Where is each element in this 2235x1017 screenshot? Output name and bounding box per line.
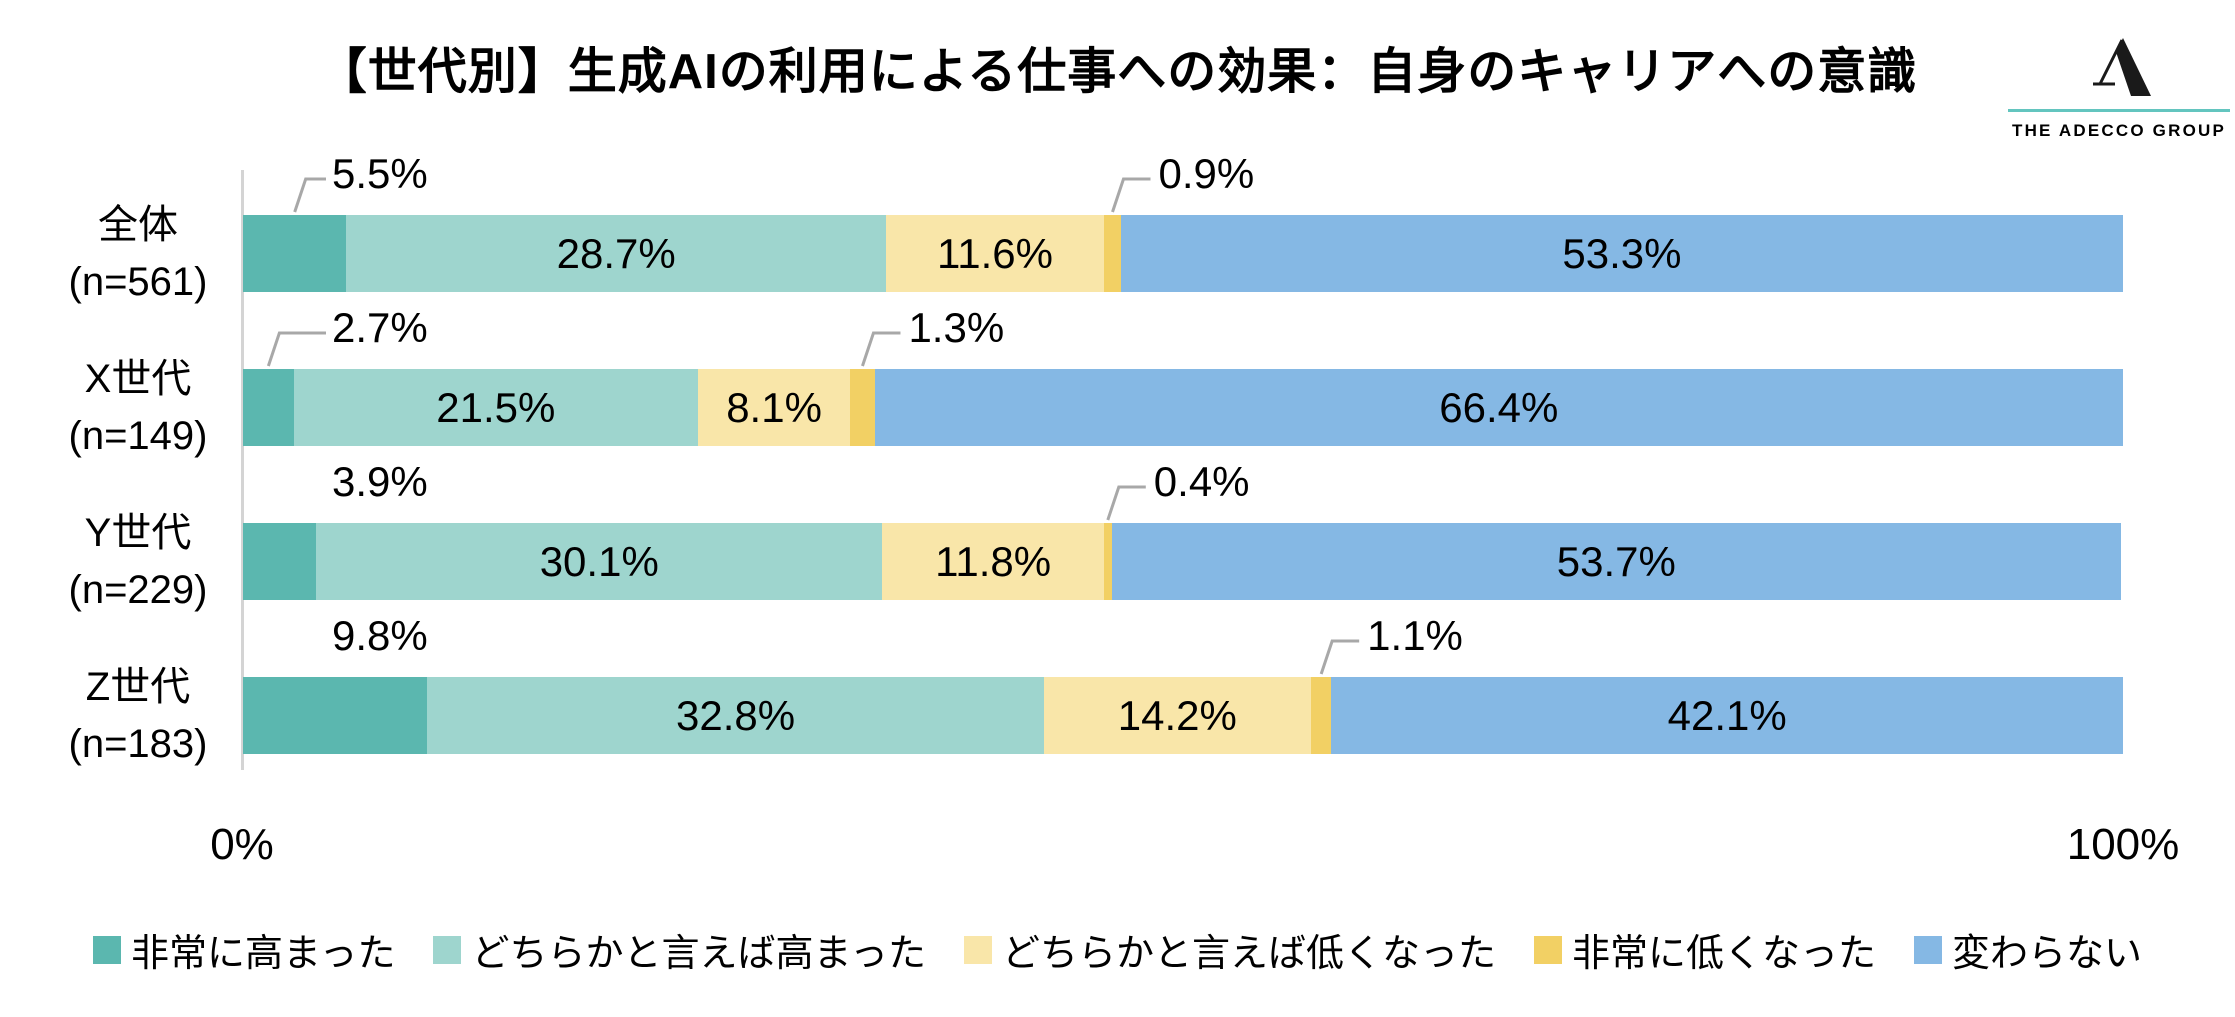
category-sample-size: (n=149) — [68, 413, 208, 458]
bar-segment: 28.7% — [346, 215, 886, 292]
callout-line — [1106, 485, 1146, 521]
bar-segment: 14.2% — [1043, 677, 1311, 754]
callout-line — [1319, 639, 1360, 675]
category-name: X世代 — [84, 356, 192, 401]
x-axis-label-max: 100% — [2066, 820, 2180, 869]
callout-value-label: 1.1% — [1367, 612, 1463, 659]
bar-segment: 32.8% — [427, 677, 1044, 754]
segment-value-label: 32.8% — [676, 691, 796, 739]
bar-segment — [243, 677, 428, 754]
legend-label: 非常に高まった — [130, 933, 396, 975]
segment-value-label: 42.1% — [1667, 691, 1787, 739]
segment-value-label: 53.3% — [1562, 229, 1682, 277]
bar-segment — [243, 215, 347, 292]
legend-item: 変わらない — [1913, 922, 2142, 977]
bar-segment: 30.1% — [316, 523, 883, 600]
bar-segment — [243, 523, 317, 600]
x-axis-label-min: 0% — [210, 820, 274, 869]
legend-swatch — [1913, 935, 1942, 964]
legend-swatch — [963, 935, 992, 964]
bar-row: 21.5% 8.1% 66.4% — [243, 369, 2123, 446]
callout-value-label: 5.5% — [332, 150, 428, 197]
legend-item: どちらかと言えば高まった — [433, 922, 926, 977]
segment-value-label: 11.8% — [935, 537, 1052, 585]
adecco-a-icon — [2093, 38, 2151, 96]
bar-segment — [1104, 215, 1121, 292]
segment-value-label: 14.2% — [1117, 691, 1237, 739]
legend-item: 非常に低くなった — [1533, 922, 1876, 977]
segment-value-label: 28.7% — [556, 229, 676, 277]
bar-segment — [1310, 677, 1332, 754]
legend-label: どちらかと言えば低くなった — [1001, 933, 1496, 975]
bar-segment: 11.8% — [882, 523, 1105, 600]
bar-segment — [850, 369, 875, 446]
segment-value-label: 66.4% — [1439, 383, 1559, 431]
category-label: Y世代 (n=229) — [28, 505, 248, 619]
bar-row: 28.7% 11.6% 53.3% — [243, 215, 2123, 292]
callout-value-label: 9.8% — [332, 612, 428, 659]
legend-label: 非常に低くなった — [1571, 933, 1876, 975]
category-name: 全体 — [98, 202, 178, 247]
category-sample-size: (n=561) — [68, 259, 208, 304]
legend-label: 変わらない — [1951, 933, 2142, 975]
legend-item: どちらかと言えば低くなった — [963, 922, 1496, 977]
legend-swatch — [433, 935, 462, 964]
bar-segment: 53.3% — [1120, 215, 2123, 292]
category-label: X世代 (n=149) — [28, 351, 248, 465]
category-label: Z世代 (n=183) — [28, 659, 248, 773]
callout-line — [1111, 177, 1151, 213]
bar-segment: 8.1% — [697, 369, 851, 446]
logo-company-name: THE ADECCO GROUP — [2011, 121, 2227, 140]
legend-swatch — [1533, 935, 1562, 964]
segment-value-label: 21.5% — [436, 383, 556, 431]
bar-row: 30.1% 11.8% 53.7% — [243, 523, 2123, 600]
legend-item: 非常に高まった — [92, 922, 396, 977]
callout-value-label: 3.9% — [332, 458, 428, 505]
bar-segment: 11.6% — [885, 215, 1105, 292]
bar-segment: 42.1% — [1331, 677, 2123, 754]
legend-swatch — [92, 935, 121, 964]
category-name: Y世代 — [84, 510, 192, 555]
bar-segment: 53.7% — [1111, 523, 2122, 600]
segment-value-label: 53.7% — [1556, 537, 1676, 585]
bar-row: 32.8% 14.2% 42.1% — [243, 677, 2123, 754]
category-sample-size: (n=183) — [68, 721, 208, 766]
callout-line — [266, 331, 326, 367]
category-sample-size: (n=229) — [68, 567, 208, 612]
callout-value-label: 2.7% — [332, 304, 428, 351]
bar-segment: 21.5% — [293, 369, 698, 446]
y-axis-line — [241, 170, 244, 770]
callout-line — [293, 177, 326, 213]
category-label: 全体 (n=561) — [28, 197, 248, 311]
legend: 非常に高まった どちらかと言えば高まった どちらかと言えば低くなった 非常に低く… — [0, 922, 2235, 977]
bar-segment: 66.4% — [874, 369, 2123, 446]
callout-value-label: 0.4% — [1153, 458, 1250, 505]
segment-value-label: 30.1% — [539, 537, 659, 585]
legend-label: どちらかと言えば高まった — [471, 933, 926, 975]
chart-title: 【世代別】生成AIの利用による仕事への効果：自身のキャリアへの意識 — [317, 45, 1918, 99]
bar-segment — [1104, 523, 1112, 600]
adecco-logo: THE ADECCO GROUP — [2008, 38, 2230, 141]
category-name: Z世代 — [85, 664, 191, 709]
bar-segment — [243, 369, 294, 446]
segment-value-label: 8.1% — [726, 383, 822, 431]
callout-value-label: 1.3% — [908, 304, 1005, 351]
logo-divider — [2008, 109, 2230, 112]
segment-value-label: 11.6% — [936, 229, 1053, 277]
callout-line — [861, 331, 901, 367]
callout-value-label: 0.9% — [1158, 150, 1255, 197]
